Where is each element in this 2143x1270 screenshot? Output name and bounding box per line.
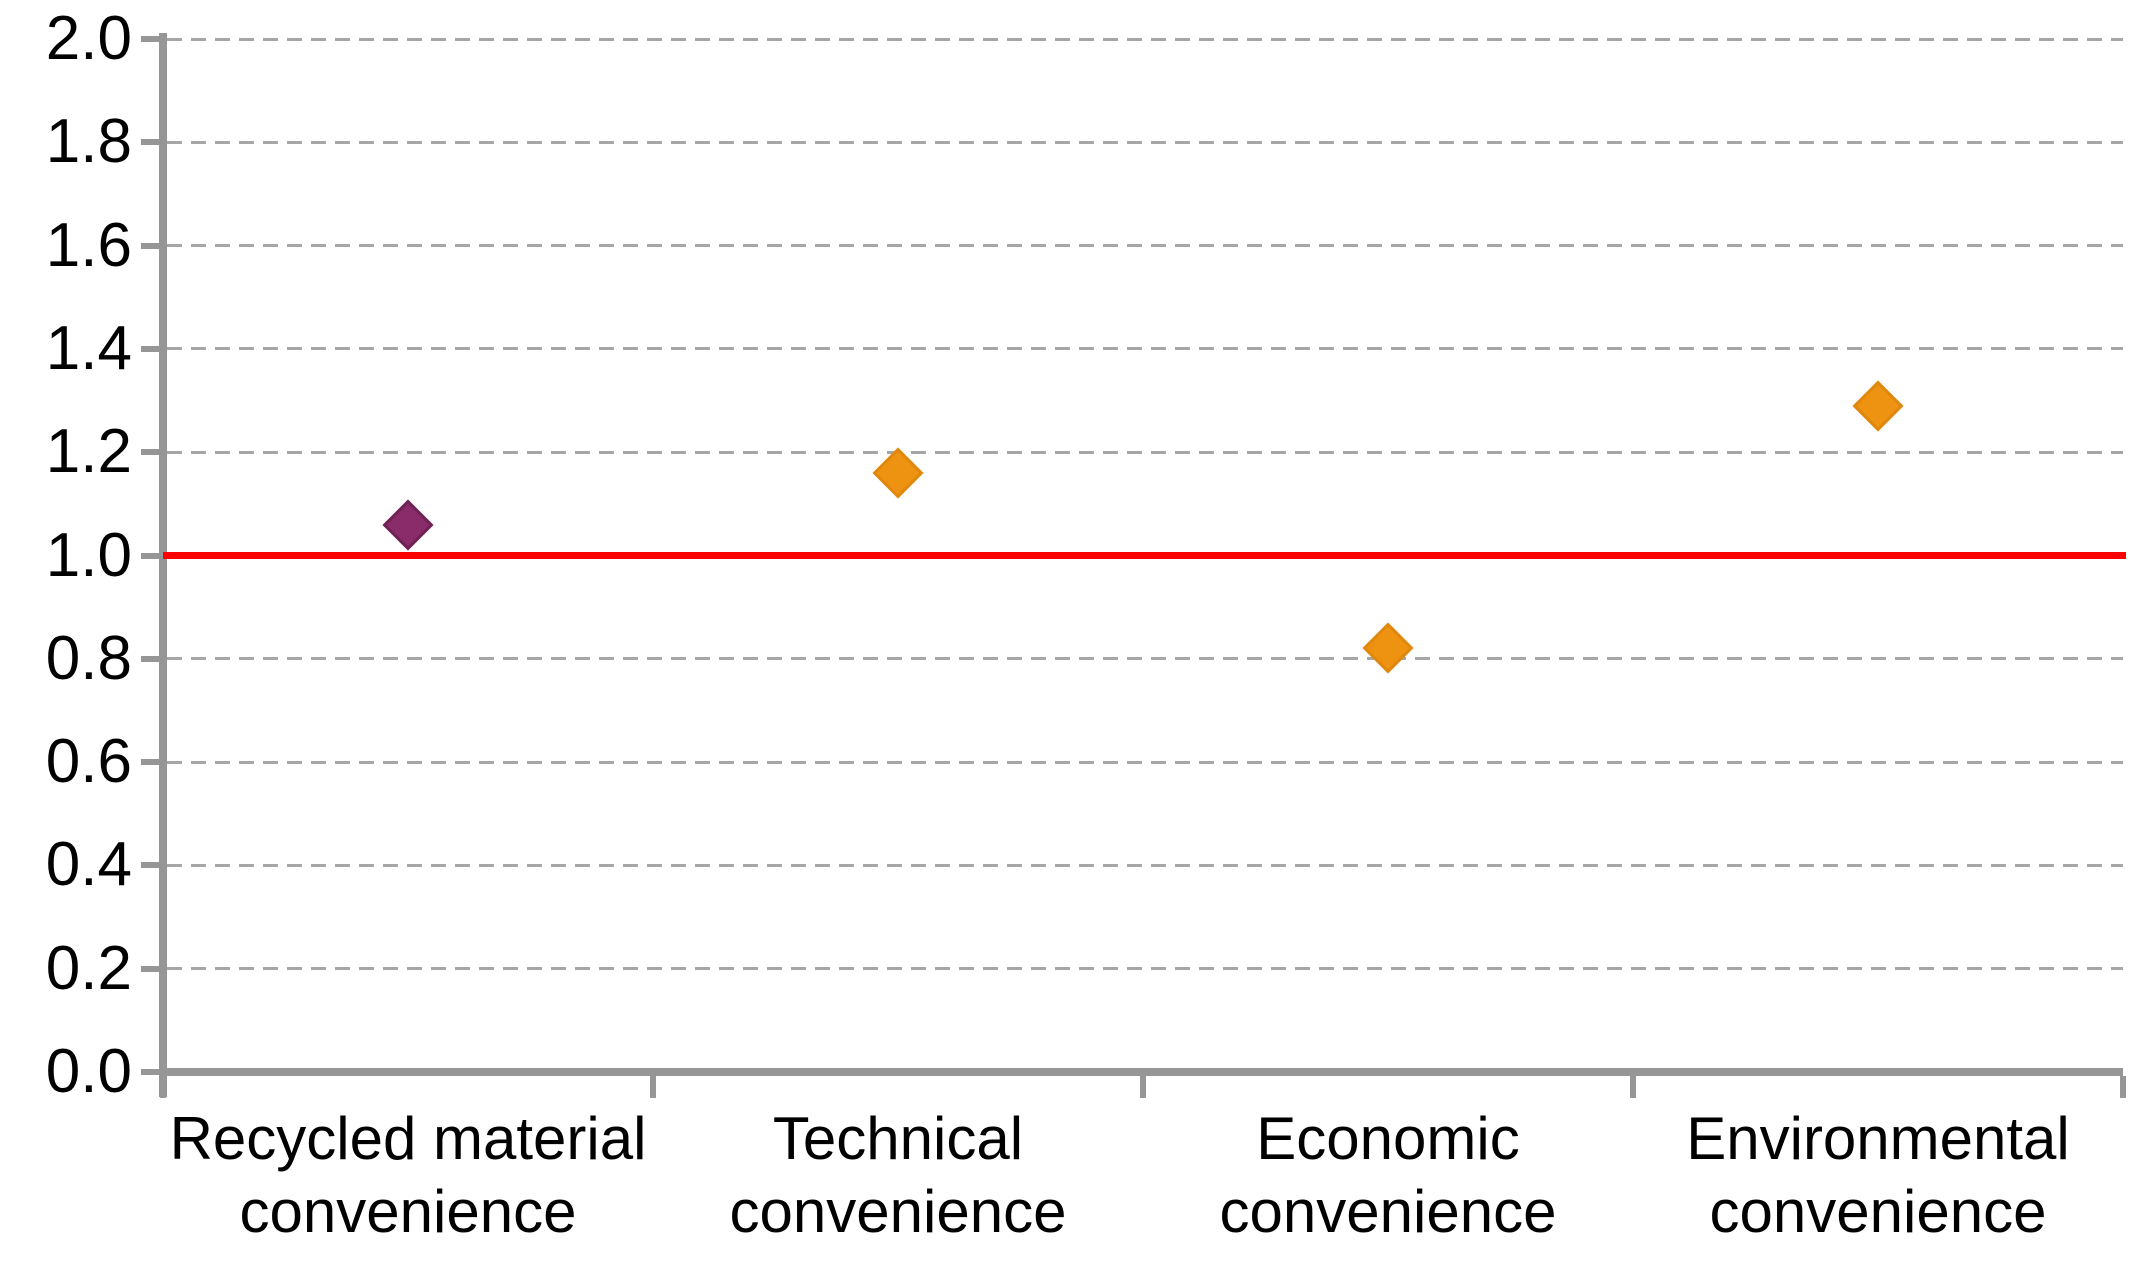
data-point-diamond <box>1852 380 1904 432</box>
y-tick-label: 1.4 <box>45 313 132 383</box>
x-tick <box>650 1076 656 1098</box>
y-tick-label: 2.0 <box>45 4 132 73</box>
y-gridline <box>167 347 2123 351</box>
x-category-label: Economic convenience <box>1219 1105 1557 1245</box>
x-tick <box>1140 1076 1146 1098</box>
y-tick <box>141 139 160 146</box>
y-tick-label: 1.8 <box>45 107 132 177</box>
y-tick-label: 0.0 <box>45 1037 132 1106</box>
y-tick <box>141 759 160 766</box>
data-point-diamond <box>872 447 924 499</box>
x-tick <box>160 1076 166 1098</box>
y-tick-label: 0.2 <box>45 933 132 1003</box>
y-axis-line <box>159 33 167 1097</box>
y-tick <box>141 449 160 456</box>
y-tick <box>141 36 160 42</box>
y-tick <box>141 345 160 352</box>
x-category-label: Recycled material convenience <box>169 1105 647 1245</box>
y-tick-label: 1.0 <box>45 520 132 590</box>
y-tick <box>141 655 160 662</box>
y-gridline <box>167 37 2123 41</box>
y-gridline <box>167 140 2123 144</box>
y-tick <box>141 965 160 972</box>
y-tick-label: 1.6 <box>45 210 132 280</box>
x-tick <box>2120 1076 2126 1098</box>
reference-line <box>163 552 2126 559</box>
y-tick-label: 0.4 <box>45 830 132 900</box>
y-tick-label: 1.2 <box>45 417 132 487</box>
data-point-diamond <box>382 499 434 550</box>
data-point-diamond <box>1362 623 1414 674</box>
y-tick-label: 0.8 <box>45 623 132 693</box>
y-gridline <box>167 450 2123 454</box>
y-tick <box>141 862 160 869</box>
y-gridline <box>167 244 2123 248</box>
y-tick <box>141 1069 160 1075</box>
y-gridline <box>167 760 2123 764</box>
y-gridline <box>167 967 2123 971</box>
y-gridline <box>167 657 2123 661</box>
y-gridline <box>167 863 2123 867</box>
y-tick <box>141 552 160 559</box>
y-tick <box>141 242 160 249</box>
x-category-label: Technical convenience <box>729 1105 1067 1245</box>
y-tick-label: 0.6 <box>45 727 132 797</box>
x-axis-line <box>159 1068 2123 1076</box>
x-tick <box>1630 1076 1636 1098</box>
x-category-label: Environmental convenience <box>1686 1105 2070 1245</box>
